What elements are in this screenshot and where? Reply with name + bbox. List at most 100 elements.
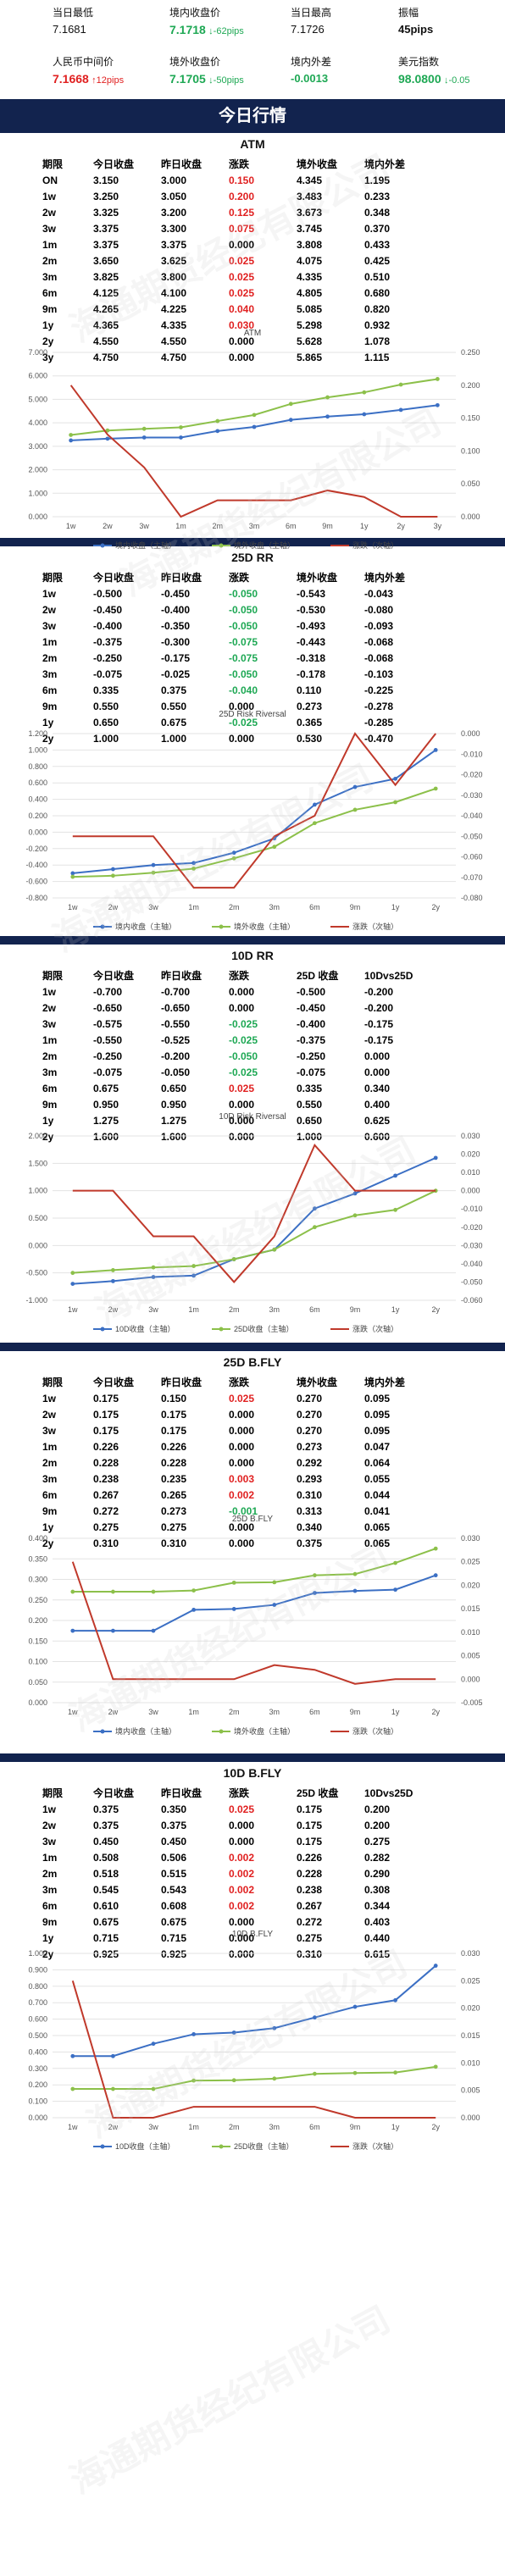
table-row: 3m 3.825 3.800 0.025 4.335 0.510 [42, 269, 432, 285]
data-point [272, 2076, 277, 2081]
x-tick-label: 2y [431, 2123, 440, 2131]
table-cell: 6m [42, 1899, 58, 1912]
table-cell: 3.200 [161, 206, 187, 219]
data-point [393, 776, 397, 781]
y2-tick-label: 0.010 [461, 1628, 480, 1637]
table-cell: 0.510 [364, 270, 391, 283]
table-cell: 2m [42, 651, 58, 664]
table-cell: 0.545 [93, 1883, 119, 1896]
table-cell: 0.292 [297, 1456, 323, 1469]
y-tick-label: 0.200 [28, 1616, 47, 1625]
series-line [72, 1548, 436, 1593]
table-cell: -0.050 [229, 619, 258, 632]
table-cell: 0.310 [161, 1537, 187, 1549]
table-cell: 0.272 [93, 1504, 119, 1517]
table-cell: 0.715 [161, 1931, 187, 1944]
table-cell: -0.200 [161, 1050, 191, 1062]
y-tick-label: 0.000 [28, 1241, 47, 1249]
table-cell: 1.275 [161, 1114, 187, 1127]
header-dollar-index: 美元指数 98.0800 ↓-0.05 [398, 54, 470, 86]
table-cell: 3.745 [297, 222, 323, 235]
table-cell: 3m [42, 1066, 58, 1078]
column-header: 境内外差 [364, 572, 406, 584]
table-cell: 0.000 [229, 1408, 255, 1421]
y-tick-label: 2.000 [28, 466, 47, 474]
header-offshore-close-value: 7.1705 [169, 72, 206, 86]
table-cell: 0.000 [229, 1915, 255, 1928]
data-point [393, 1587, 397, 1593]
table-cell: -0.400 [161, 603, 191, 616]
table-cell: 0.375 [93, 1819, 119, 1831]
y-tick-label: 5.000 [28, 395, 47, 403]
table-cell: 0.000 [229, 1098, 255, 1111]
table-row: 6m 0.610 0.608 0.002 0.267 0.344 [42, 1897, 432, 1914]
table-cell: 0.125 [229, 206, 255, 219]
table-cell: 3m [42, 1883, 58, 1896]
data-point [325, 395, 330, 400]
data-point [272, 1603, 277, 1607]
data-point [313, 1573, 317, 1578]
legend-label: 境内收盘（主轴） [115, 1726, 176, 1736]
table-cell: 3w [42, 1835, 57, 1848]
legend-label: 境外收盘（主轴） [234, 540, 295, 550]
section-divider [0, 1343, 505, 1351]
table-cell: 4.100 [161, 286, 187, 299]
series-line [72, 1189, 436, 1274]
table-cell: -0.103 [364, 668, 394, 680]
table-cell: -0.285 [364, 716, 394, 728]
table-cell: 1w [42, 985, 57, 998]
table-cell: 0.275 [297, 1931, 323, 1944]
table-cell: 5.085 [297, 302, 323, 315]
table-cell: 3.375 [161, 238, 187, 251]
x-tick-label: 2w [108, 1708, 119, 1716]
table-cell: -0.278 [364, 700, 394, 712]
data-point [393, 1173, 397, 1178]
series-line [72, 1964, 436, 2058]
table-row: 3w -0.575 -0.550 -0.025 -0.400 -0.175 [42, 1016, 432, 1032]
table-cell: 0.002 [229, 1883, 255, 1896]
chart-title: 25D Risk Riversal [219, 710, 286, 719]
x-tick-label: 3m [269, 1305, 280, 1314]
y-tick-label: 0.900 [28, 1965, 47, 1974]
table-cell: -0.025 [229, 1066, 258, 1078]
column-header: 境外收盘 [297, 158, 338, 170]
x-tick-label: 3m [249, 522, 260, 530]
y2-tick-label: -0.010 [461, 750, 483, 758]
table-cell: 0.000 [229, 1521, 255, 1533]
table-row: 1w 0.375 0.350 0.025 0.175 0.200 [42, 1801, 432, 1817]
header-onshore-close: 境内收盘价 7.1718 ↓-62pips [169, 5, 244, 36]
header-central-parity-label: 人民币中间价 [53, 56, 114, 68]
y-tick-label: 0.250 [28, 1596, 47, 1604]
table-cell: 1.195 [364, 174, 391, 186]
x-tick-label: 1w [68, 1305, 78, 1314]
data-point [191, 1607, 197, 1612]
data-point [111, 1268, 115, 1272]
table-cell: 0.932 [364, 319, 391, 331]
data-point [191, 1264, 197, 1268]
table-cell: 0.002 [229, 1867, 255, 1880]
y2-tick-label: 0.005 [461, 2086, 480, 2095]
table-cell: 0.433 [364, 238, 391, 251]
table-cell: 0.025 [229, 1082, 255, 1094]
table-cell: 0.270 [297, 1424, 323, 1437]
table-cell: 1.275 [93, 1114, 119, 1127]
quote-table: 期限 今日收盘 昨日收盘 涨跌 25D 收盘 10Dvs25D 1w 0.375 0.350 0.… [42, 1785, 432, 1962]
table-cell: -0.650 [93, 1001, 123, 1014]
page-title: 今日行情 [0, 99, 505, 133]
table-cell: 0.041 [364, 1504, 391, 1517]
data-point [352, 1191, 358, 1196]
table-cell: 0.675 [161, 1915, 187, 1928]
quote-table: 期限 今日收盘 昨日收盘 涨跌 25D 收盘 10Dvs25D 1w -0.700 -0.700… [42, 967, 432, 1144]
table-cell: 0.515 [161, 1867, 187, 1880]
data-point [179, 435, 183, 440]
table-cell: 0.675 [93, 1915, 119, 1928]
table-cell: 4.550 [161, 335, 187, 347]
y-tick-label: 0.000 [28, 2113, 47, 2122]
column-header: 境外收盘 [297, 572, 338, 584]
table-cell: 3.300 [161, 222, 187, 235]
table-cell: 0.175 [161, 1424, 187, 1437]
header-high-value: 7.1726 [291, 23, 325, 36]
table-cell: 0.228 [161, 1456, 187, 1469]
table-cell: 4.805 [297, 286, 323, 299]
data-point [70, 1282, 75, 1286]
